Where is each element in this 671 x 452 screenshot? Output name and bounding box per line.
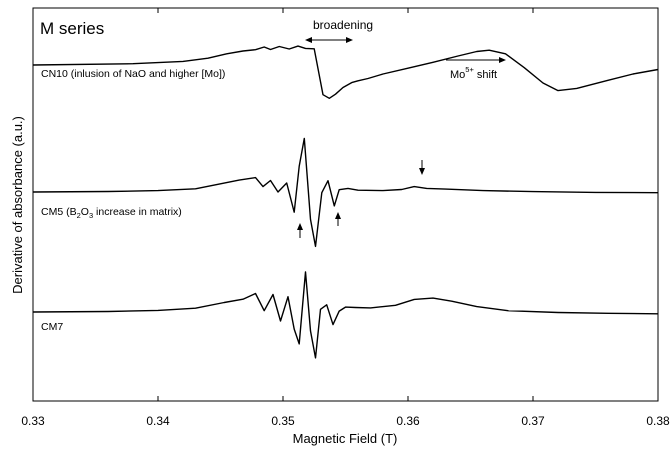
series-label-cn10: CN10 (inlusion of NaO and higher [Mo]) [41, 68, 225, 80]
x-axis-label: Magnetic Field (T) [293, 431, 398, 446]
cm5-label-end: increase in matrix) [93, 206, 182, 218]
x-tick-label: 0.33 [21, 414, 45, 428]
mo-shift-arrow [446, 57, 506, 63]
cm5-arrow-down [419, 160, 425, 175]
cm5-label-main: CM5 (B [41, 206, 77, 218]
x-tick-label: 0.35 [271, 414, 295, 428]
x-tick-label: 0.38 [646, 414, 670, 428]
broadening-arrow [305, 37, 353, 43]
y-axis-label: Derivative of absorbance (a.u.) [10, 116, 25, 294]
cm5-arrow-up-right [335, 212, 341, 226]
annotation-broadening: broadening [313, 18, 373, 32]
series-line-0 [32, 45, 659, 100]
x-axis: 0.33 0.34 0.35 0.36 0.37 0.38 [21, 8, 670, 428]
cm5-label-sub1: 2 [77, 211, 81, 220]
cm5-arrow-up-left [297, 223, 303, 238]
x-tick-label: 0.34 [146, 414, 170, 428]
series-group [32, 45, 659, 359]
cm5-label-sub2: 3 [89, 211, 93, 220]
x-tick-label: 0.37 [521, 414, 545, 428]
series-label-cm5: CM5 (B2O3 increase in matrix) [41, 206, 182, 220]
chart-title: M series [40, 19, 104, 38]
plot-frame [32, 7, 659, 402]
cm5-label-mid: O [81, 206, 89, 218]
series-line-2 [32, 271, 659, 359]
x-tick-label: 0.36 [396, 414, 420, 428]
series-label-cm7: CM7 [41, 321, 63, 333]
annotation-mo-shift: Mo5+ shift [450, 65, 497, 81]
series-line-1 [32, 137, 659, 248]
